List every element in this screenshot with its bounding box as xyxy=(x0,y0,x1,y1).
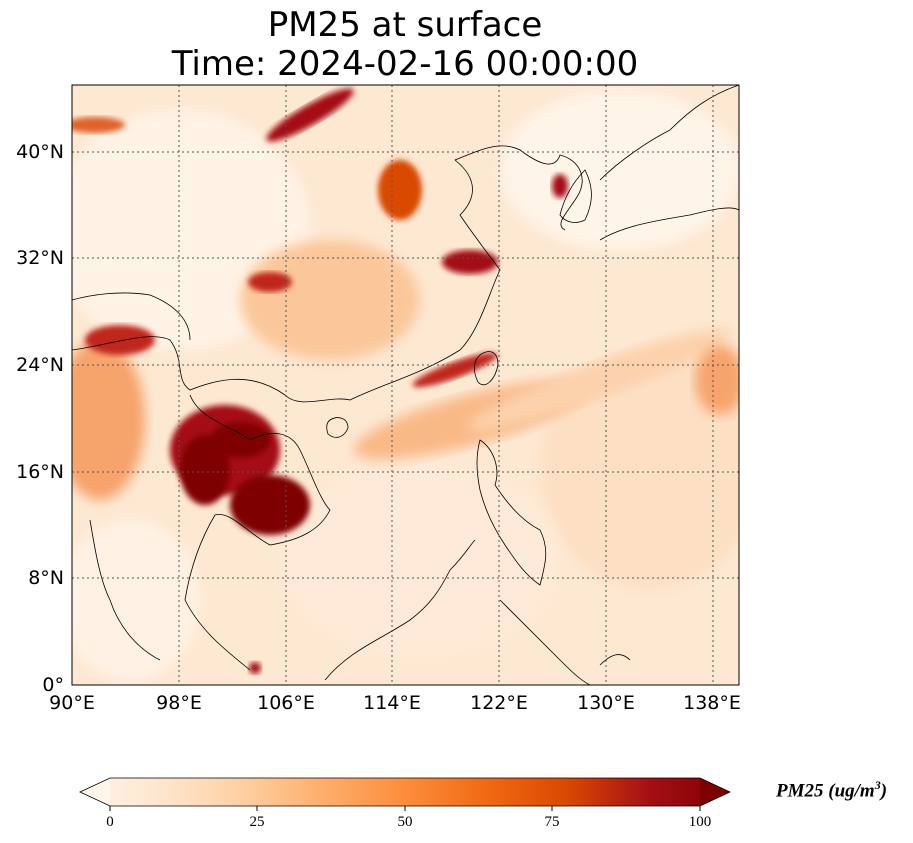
colorbar-min-extension xyxy=(80,778,110,806)
lon-label-98: 98°E xyxy=(156,692,202,714)
colorbar-max-extension xyxy=(700,778,730,806)
lon-label-106: 106°E xyxy=(257,692,315,714)
lat-label-16: 16°N xyxy=(16,461,64,483)
lon-label-114: 114°E xyxy=(363,692,421,714)
colorbar-title-close: ) xyxy=(880,780,888,802)
lat-label-40: 40°N xyxy=(16,141,64,163)
coastlines xyxy=(72,85,739,685)
colorbar-label-100: 100 xyxy=(688,814,712,830)
pm25-field xyxy=(72,85,739,685)
colorbar xyxy=(79,777,731,811)
lat-label-8: 8°N xyxy=(28,567,64,589)
colorbar-title-superscript: 3 xyxy=(874,778,881,792)
lon-label-130: 130°E xyxy=(577,692,635,714)
map-title-line2: Time: 2024-02-16 00:00:00 xyxy=(171,44,639,84)
map-title-line1: PM25 at surface xyxy=(267,5,543,45)
colorbar-label-50: 50 xyxy=(397,814,413,830)
lat-label-24: 24°N xyxy=(16,354,64,376)
gridlines xyxy=(72,85,739,685)
map-frame xyxy=(71,84,740,686)
colorbar-title: PM25 (ug/m3) xyxy=(776,778,887,802)
colorbar-label-25: 25 xyxy=(249,814,265,830)
lat-label-32: 32°N xyxy=(16,247,64,269)
colorbar-bar xyxy=(80,778,730,806)
colorbar-label-75: 75 xyxy=(544,814,560,830)
colorbar-label-0: 0 xyxy=(106,814,114,830)
lat-label-0: 0° xyxy=(42,674,64,696)
lon-label-90: 90°E xyxy=(49,692,95,714)
colorbar-title-main: PM25 (ug/m xyxy=(776,780,875,802)
lon-label-122: 122°E xyxy=(470,692,528,714)
lon-label-138: 138°E xyxy=(683,692,741,714)
